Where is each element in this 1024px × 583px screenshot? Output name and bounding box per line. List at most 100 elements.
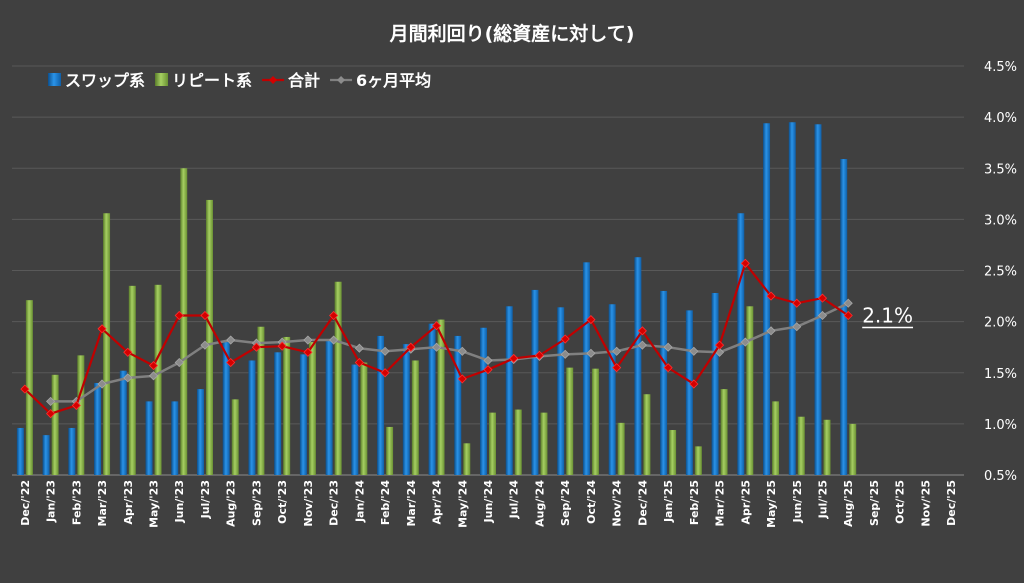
bar-swap [582, 262, 590, 475]
bar-repeat [77, 355, 85, 475]
bar-swap [788, 122, 796, 476]
total-point [251, 342, 261, 352]
x-tick-label: Oct/'24 [585, 480, 598, 524]
y-tick-label: 2.5% [984, 265, 1017, 280]
bar-repeat [772, 401, 780, 475]
legend-label: 6ヶ月平均 [356, 71, 431, 90]
y-tick-label: 4.5% [984, 60, 1017, 75]
total-point [612, 363, 622, 373]
total-point [509, 353, 519, 364]
total-point [560, 334, 570, 344]
x-tick-label: Aug/'25 [842, 480, 855, 527]
legend-label: 合計 [288, 71, 320, 90]
bar-swap [377, 335, 385, 475]
avg-point [457, 346, 467, 356]
avg-point [663, 342, 673, 352]
x-tick-label: Sep/'24 [559, 480, 572, 526]
total-point [715, 340, 725, 350]
x-tick-label: Jul/'25 [816, 480, 829, 519]
bar-swap [94, 382, 102, 475]
bar-repeat [154, 284, 162, 475]
x-tick-label: Dec/'25 [945, 480, 958, 526]
bar-repeat [25, 300, 33, 475]
avg-point [689, 346, 699, 356]
bar-swap [531, 289, 539, 475]
bar-swap [196, 389, 204, 475]
x-tick-label: Jul/'23 [199, 480, 212, 519]
x-tick-label: May/'25 [765, 480, 778, 528]
x-tick-label: Feb/'25 [688, 480, 701, 525]
bar-repeat [283, 336, 291, 475]
total-point [277, 341, 287, 351]
x-tick-label: May/'23 [148, 480, 161, 528]
bar-repeat [205, 199, 213, 475]
bar-swap [608, 304, 616, 475]
bar-swap [119, 370, 127, 475]
bar-repeat [257, 326, 265, 475]
total-point [174, 310, 184, 321]
lines-layer [20, 258, 853, 419]
avg-point [174, 357, 184, 368]
x-tick-label: Nov/'23 [302, 480, 315, 527]
annotation-layer: 2.1% [862, 303, 914, 329]
bar-swap [711, 292, 719, 475]
total-point [123, 347, 133, 357]
total-point [380, 368, 390, 378]
x-axis: Dec/'22 Jan/'23 Feb/'23 Mar/'23 Apr/'23 May/'… [19, 480, 958, 528]
total-point [766, 291, 776, 301]
avg-point [560, 349, 570, 359]
total-point [817, 293, 828, 303]
avg-point [586, 348, 596, 358]
legend-label: スワップ系 [65, 71, 145, 90]
x-tick-label: Apr/'25 [739, 480, 752, 525]
bar-swap [351, 364, 359, 475]
bar-swap [505, 306, 513, 475]
total-point [329, 310, 339, 321]
bar-swap [840, 159, 848, 476]
avg-point [303, 335, 313, 345]
legend-marker [269, 76, 278, 84]
x-tick-label: Mar/'25 [714, 480, 727, 527]
x-tick-label: Jan/'24 [353, 480, 366, 523]
total-point [354, 357, 364, 368]
bar-swap [68, 427, 76, 475]
x-tick-label: Nov/'25 [919, 480, 932, 527]
avg-point [612, 346, 622, 356]
avg-point [380, 346, 390, 356]
bar-swap [454, 335, 462, 475]
bar-repeat [386, 426, 394, 475]
bar-swap [428, 323, 436, 475]
avg-point [431, 342, 442, 352]
x-tick-label: Oct/'25 [894, 480, 907, 524]
bar-repeat [128, 285, 136, 475]
y-tick-label: 1.5% [984, 367, 1017, 382]
bar-swap [274, 352, 282, 475]
chart-title: 月間利回り(総資産に対して) [389, 22, 635, 45]
total-point [457, 374, 467, 384]
legend-swatch [48, 73, 61, 86]
x-tick-label: May/'24 [456, 480, 469, 528]
x-tick-label: Jan/'23 [45, 480, 58, 523]
bar-swap [402, 344, 410, 475]
bar-repeat [797, 416, 805, 475]
total-point [431, 321, 442, 331]
x-tick-label: Dec/'22 [19, 480, 32, 526]
bar-swap [248, 360, 256, 475]
y-tick-label: 0.5% [984, 469, 1017, 484]
total-point [226, 357, 236, 368]
y-axis: 0.5% 1.0% 1.5% 2.0% 2.5% 3.0% 3.5% 4.0% 4.5% [984, 60, 1017, 484]
avg-point [148, 371, 159, 381]
x-tick-label: Apr/'24 [431, 480, 444, 525]
bar-swap [145, 401, 153, 475]
total-point [20, 384, 30, 394]
bar-swap [763, 123, 771, 475]
bar-swap [634, 257, 642, 475]
y-tick-label: 2.0% [984, 316, 1017, 331]
bar-swap [480, 327, 487, 475]
total-point [534, 350, 545, 360]
avg-point [792, 322, 802, 332]
bar-repeat [514, 409, 522, 475]
bar-swap [660, 290, 668, 475]
